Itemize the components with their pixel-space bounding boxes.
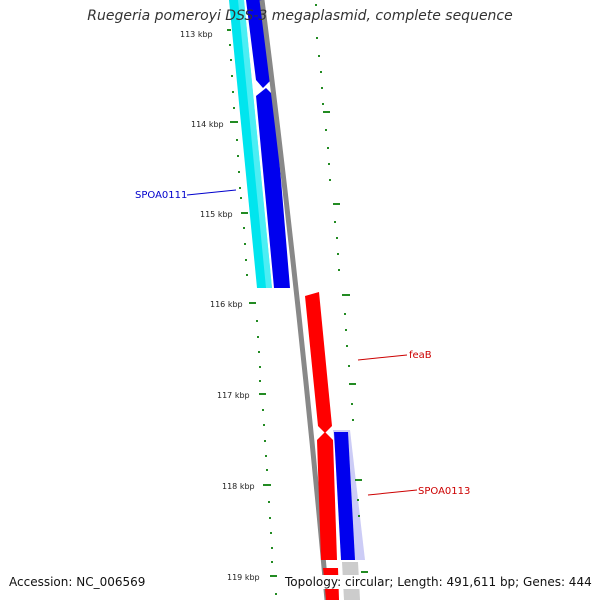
- spoa0111-leader: [186, 189, 237, 196]
- backbone-line: [259, 0, 330, 600]
- kbp-label-117: 117 kbp: [217, 391, 250, 400]
- kbp-label-114: 114 kbp: [191, 120, 224, 129]
- blue-gene-spoa0113: [334, 432, 355, 560]
- spoa0113-leader: [367, 489, 418, 496]
- genome-summary: Topology: circular; Length: 491,611 bp; …: [283, 575, 594, 589]
- accession-label: Accession: NC_006569: [7, 575, 148, 589]
- feab-leader: [357, 354, 408, 361]
- tick-track-right: [315, 4, 368, 573]
- gene-label-feab[interactable]: feaB: [409, 350, 432, 361]
- red-gene-lower: [317, 432, 337, 560]
- kbp-label-118: 118 kbp: [222, 482, 255, 491]
- kbp-label-119: 119 kbp: [227, 573, 260, 582]
- kbp-label-116: 116 kbp: [210, 300, 243, 309]
- map-title: Ruegeria pomeroyi DSS-3 megaplasmid, com…: [87, 8, 513, 24]
- gene-label-spoa0111[interactable]: SPOA0111: [135, 190, 187, 201]
- kbp-label-115: 115 kbp: [200, 210, 233, 219]
- gene-label-spoa0113[interactable]: SPOA0113: [418, 486, 470, 497]
- cyan-gene-band-shade: [238, 0, 272, 288]
- red-gene-feab: [305, 292, 332, 433]
- tick-track-left: [227, 29, 277, 595]
- blue-gene-2: [256, 88, 290, 288]
- kbp-label-113: 113 kbp: [180, 30, 213, 39]
